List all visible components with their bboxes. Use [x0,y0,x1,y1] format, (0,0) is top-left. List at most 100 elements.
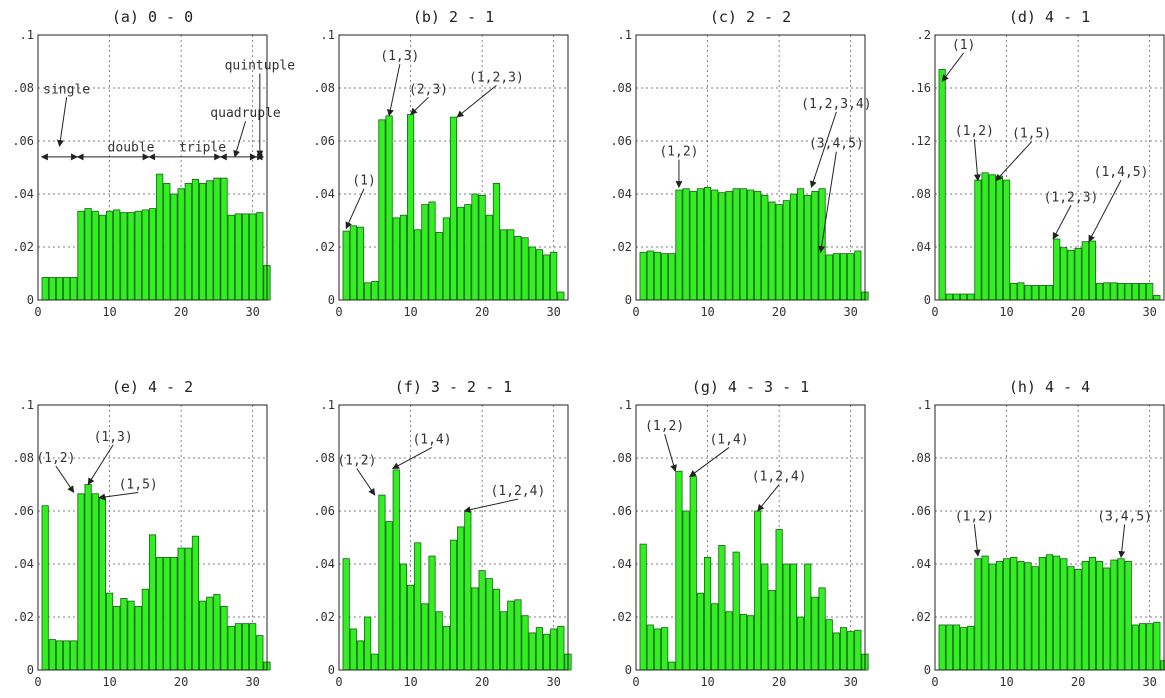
bar [1124,283,1132,301]
bar [199,182,207,301]
bar [1117,283,1125,301]
bar [349,628,357,671]
bar [535,249,543,301]
bar [988,563,996,671]
bar [960,293,968,301]
bar [804,563,812,671]
x-tick-label: 30 [1142,305,1156,319]
chart-panel-3: (d) 4 - 1 0 .04 .08 .12 .16 .2 0 10 20 30 (1) (1,2) (… [909,8,1165,319]
y-tick-label: .02 [610,240,632,254]
y-tick-label: .04 [313,557,335,571]
bar [199,600,207,671]
annotation-arrow [941,52,965,82]
bar [542,254,551,301]
bar [653,251,662,301]
bar [514,235,522,301]
y-tick-label: .04 [313,187,335,201]
bar [241,623,250,671]
bar [761,194,769,301]
bar [414,229,422,301]
x-tick-label: 20 [772,675,786,689]
x-tick-label: 0 [931,305,938,319]
annotation-label: (1,2) [337,454,376,469]
bar [220,606,228,671]
bar [782,563,790,671]
annotation-arrow [818,151,837,253]
y-tick-label: .02 [313,240,335,254]
annotation-arrow [995,141,1032,182]
bar [1088,240,1097,301]
bar [811,190,819,301]
bar [1138,623,1147,671]
x-tick-label: 10 [102,305,116,319]
bar [1060,558,1068,671]
x-tick-label: 0 [34,305,41,319]
y-tick-label: .08 [12,451,34,465]
bar [797,188,805,301]
bar [127,600,135,671]
y-tick-label: .1 [321,398,335,412]
annotation-arrow [757,484,780,512]
annotation-arrow [689,447,730,477]
bar [406,114,415,301]
bar [349,225,357,301]
bar [1081,241,1089,301]
plot-frame [37,34,268,301]
annotation-label: (1,2) [955,124,994,139]
bar [184,547,192,671]
y-tick-label: .04 [610,187,632,201]
annotation-label: (1,4,5) [1094,165,1149,180]
bar [184,182,192,301]
bar [500,611,508,671]
bar [234,623,242,671]
bar [557,625,565,671]
x-tick-label: 20 [772,305,786,319]
bar [364,282,372,301]
plot-frame [934,404,1165,671]
bar [256,212,264,301]
bar [1053,555,1061,671]
annotation-arrow [410,96,429,115]
bar [48,277,56,301]
bar [761,563,769,671]
bar [342,558,350,671]
x-tick-label: 0 [34,675,41,689]
y-tick-label: .06 [12,504,34,518]
bar [485,578,493,671]
bar [1017,282,1025,301]
y-tick-label: .02 [12,240,34,254]
x-tick-label: 0 [335,675,342,689]
bar [839,627,848,671]
bar [1153,621,1161,671]
annotation-label: (1,5) [1012,127,1051,142]
bar [945,624,953,671]
y-tick-label: .1 [618,398,632,412]
bar [70,640,78,671]
bar [1153,294,1161,301]
bar [206,596,214,671]
annotation-label: (1,3) [380,49,419,64]
y-tick-label: .08 [12,81,34,95]
chart-title: (h) 4 - 4 [1009,378,1090,396]
bar [177,188,185,301]
y-tick-label: .06 [610,134,632,148]
bar [768,201,776,301]
bar [191,535,200,671]
bar [668,661,676,671]
bar [241,213,250,301]
bar [356,226,365,301]
bar [675,189,683,301]
bar [1038,285,1046,301]
bar [77,493,85,671]
plot-frame [635,404,866,671]
bar [1110,559,1118,671]
x-tick-label: 30 [843,305,857,319]
bar [371,653,379,671]
bar [1067,566,1075,671]
bar [70,277,78,301]
bar [832,632,840,671]
y-tick-label: .04 [12,187,34,201]
annotation-label: double [108,141,155,156]
bar [464,204,472,301]
bar [550,628,558,671]
